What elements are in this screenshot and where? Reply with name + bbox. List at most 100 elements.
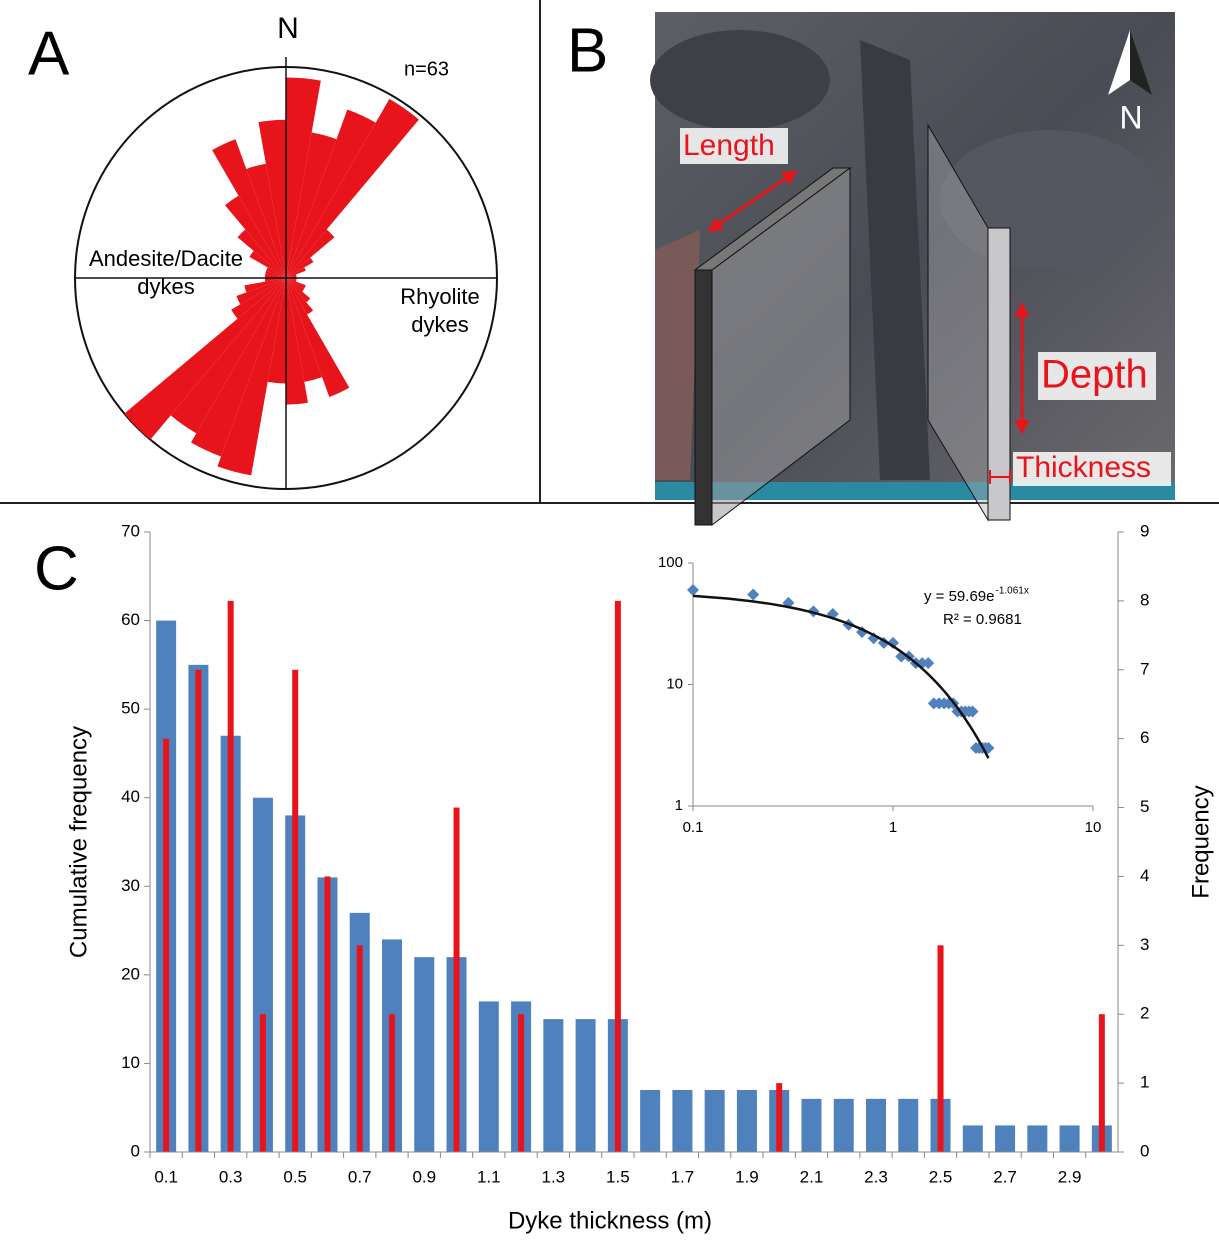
x-tick-label: 2.5 <box>929 1167 953 1186</box>
rose-petal <box>286 278 350 397</box>
y2-tick-label: 1 <box>1140 1073 1149 1092</box>
y-tick-label: 30 <box>121 876 140 895</box>
y-tick-label: 20 <box>121 964 140 983</box>
rose-petal <box>286 278 297 282</box>
bar <box>833 1098 854 1152</box>
annotation: dykes <box>411 312 468 337</box>
bar <box>453 807 460 1152</box>
slab-plane <box>927 123 989 522</box>
x-tick-label: 1 <box>889 819 897 836</box>
y2-tick-label: 4 <box>1140 866 1149 885</box>
bar <box>575 1019 596 1152</box>
x-tick-label: 2.1 <box>800 1167 824 1186</box>
bar <box>518 1014 525 1152</box>
rose-petal <box>286 278 308 405</box>
sea <box>655 482 1175 500</box>
rose-petal <box>224 195 286 278</box>
north-arrow <box>1108 30 1130 95</box>
dyke-wall <box>860 40 930 480</box>
rose-petal <box>124 278 286 440</box>
trendline <box>692 594 990 759</box>
y2-tick-label: 3 <box>1140 935 1149 954</box>
annotation-bg <box>86 245 246 271</box>
x-tick-label: 10 <box>1085 819 1102 836</box>
rose-petal <box>264 274 286 278</box>
rose-petal <box>236 278 286 305</box>
rose-petal <box>246 163 286 278</box>
y-tick-label: 1 <box>675 797 683 814</box>
sample-size: n=63 <box>404 58 449 80</box>
rose-petal <box>286 98 419 278</box>
rose-petal <box>264 278 286 282</box>
data-point <box>747 588 760 601</box>
panel-label: C <box>34 534 79 603</box>
y2-tick-label: 0 <box>1140 1141 1149 1160</box>
x-tick-label: 0.3 <box>219 1167 243 1186</box>
bar <box>292 669 299 1152</box>
rose-petal <box>286 278 306 289</box>
rose-petal <box>286 274 297 278</box>
bar <box>543 1019 564 1152</box>
bar <box>801 1098 822 1152</box>
length-arrow <box>707 170 798 232</box>
y-tick-label: 50 <box>121 699 140 718</box>
x-tick-label: 1.7 <box>671 1167 695 1186</box>
rose-petal <box>265 270 286 278</box>
bar <box>356 945 363 1152</box>
rose-petal <box>231 278 286 319</box>
annotation: Andesite/Dacite <box>89 246 243 271</box>
rose-petal <box>170 278 286 434</box>
bar <box>478 1001 499 1152</box>
rose-petal <box>286 267 306 278</box>
y2-tick-label: 5 <box>1140 797 1149 816</box>
annotation: dykes <box>137 274 194 299</box>
bar <box>195 669 202 1152</box>
trendline-exponent: -1.061x <box>995 586 1028 597</box>
length-label: Length <box>683 129 775 162</box>
rose-petal <box>267 278 286 384</box>
rose-petal <box>217 278 286 476</box>
rose-petal <box>244 278 286 293</box>
y2-axis-title: Frequency <box>1187 785 1214 898</box>
bar <box>866 1098 886 1152</box>
north-label: N <box>277 12 299 45</box>
y-tick-label: 10 <box>121 1053 140 1072</box>
rose-petal <box>286 257 314 278</box>
bar <box>414 957 435 1152</box>
y2-tick-label: 2 <box>1140 1004 1149 1023</box>
bar <box>704 1090 725 1152</box>
bar <box>736 1090 757 1152</box>
x-tick-label: 2.3 <box>864 1167 888 1186</box>
bar <box>1098 1014 1105 1152</box>
rock-texture <box>650 30 830 130</box>
y-tick-label: 10 <box>666 675 683 692</box>
rose-petal <box>286 132 337 278</box>
rose-petal <box>212 139 286 278</box>
x-tick-label: 1.5 <box>606 1167 630 1186</box>
bar <box>614 600 621 1152</box>
panel-label: B <box>567 16 608 85</box>
thickness-bar <box>989 470 1011 484</box>
rose-petal <box>258 119 286 278</box>
bar <box>640 1090 661 1152</box>
data-point <box>887 636 899 649</box>
photo: Length Depth Thickness N <box>650 12 1175 527</box>
y-tick-label: 40 <box>121 787 140 806</box>
label-bg <box>1038 352 1156 400</box>
bar <box>962 1125 983 1152</box>
data-point <box>687 583 699 596</box>
x-axis-title: Dyke thickness (m) <box>508 1207 712 1234</box>
bar <box>163 738 170 1152</box>
y-tick-label: 100 <box>658 554 683 571</box>
y2-tick-label: 9 <box>1140 521 1149 540</box>
rose-petal <box>286 278 323 382</box>
rose-petal <box>286 278 311 303</box>
rose-petal <box>191 278 286 457</box>
y-tick-label: 70 <box>121 521 140 540</box>
depth-label: Depth <box>1041 353 1148 397</box>
data-point <box>966 705 979 718</box>
bar <box>1059 1125 1080 1152</box>
x-tick-label: 1.1 <box>477 1167 501 1186</box>
annotation: Rhyolite <box>400 284 479 309</box>
rose-petal <box>237 229 286 278</box>
